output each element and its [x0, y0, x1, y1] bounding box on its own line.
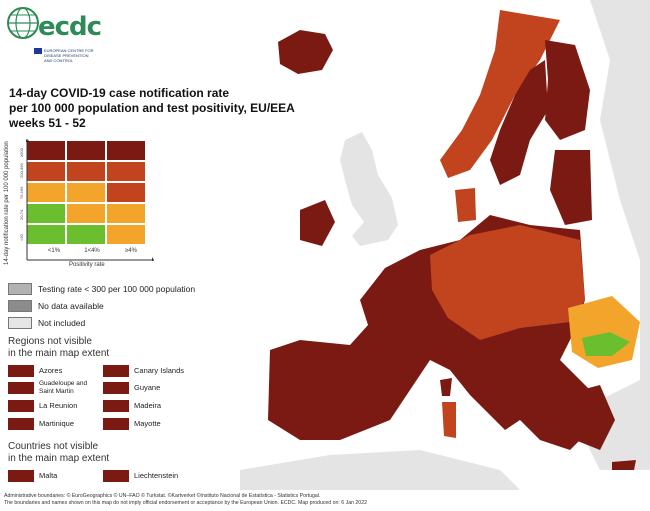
- y-band-label: 75-199: [19, 186, 24, 199]
- y-band-label: <20: [19, 234, 24, 241]
- region-baltics: [550, 150, 592, 225]
- x-tick: 1<4%: [84, 248, 100, 254]
- map-footer: Administrative boundaries: © EuroGeograp…: [4, 493, 367, 506]
- region-norway: [440, 10, 560, 178]
- matrix-cell: [27, 225, 65, 244]
- matrix-cell: [67, 162, 105, 181]
- matrix-cell: [107, 183, 145, 202]
- region-sweden: [490, 60, 548, 185]
- matrix-cell: [27, 162, 65, 181]
- region-green-area: [582, 332, 630, 356]
- y-band-label: 200-499: [19, 163, 24, 178]
- region-corsica: [440, 378, 452, 396]
- x-tick: <1%: [47, 248, 61, 254]
- globe-icon: [7, 7, 39, 39]
- matrix-cell: [27, 183, 65, 202]
- matrix-cell: [27, 141, 65, 160]
- matrix-cell: [27, 204, 65, 223]
- non-included-land: [560, 0, 650, 470]
- matrix-y-axis-label: 14-day notification rate per 100 000 pop…: [4, 141, 10, 265]
- legend-swatch: [8, 300, 32, 312]
- matrix-x-axis-label: Positivity rate: [69, 262, 105, 268]
- map-title: 14-day COVID-19 case notification rate p…: [9, 86, 295, 130]
- matrix-cell: [107, 204, 145, 223]
- region-ireland: [300, 200, 335, 246]
- legend-swatch: [8, 283, 32, 295]
- matrix-cell: [67, 141, 105, 160]
- region-sardinia: [442, 402, 456, 438]
- countries-heading: Countries not visible in the main map ex…: [8, 441, 110, 464]
- regions-heading: Regions not visible in the main map exte…: [8, 336, 110, 359]
- region-romania: [568, 296, 640, 368]
- matrix-axes: [26, 139, 154, 261]
- matrix-cell: [67, 183, 105, 202]
- region-greece: [562, 385, 615, 450]
- non-included-land-africa: [240, 450, 520, 490]
- region-iceland: [278, 30, 333, 74]
- matrix-cell: [107, 225, 145, 244]
- logo-wordmark: ecdc: [38, 12, 102, 42]
- matrix-cell: [107, 141, 145, 160]
- region-cyprus: [612, 460, 636, 470]
- ecdc-logo: ecdc EUROPEAN CENTRE FOR DISEASE PREVENT…: [6, 4, 102, 63]
- region-finland: [545, 40, 590, 140]
- uk-landmass: [340, 132, 398, 246]
- matrix-cell: [107, 162, 145, 181]
- x-tick: ≥4%: [125, 248, 137, 254]
- matrix-cell: [67, 204, 105, 223]
- region-denmark: [455, 188, 476, 222]
- legend-swatch: [8, 317, 32, 329]
- region-central-europe: [430, 225, 585, 340]
- matrix-cell: [67, 225, 105, 244]
- eu-flag-icon: [34, 48, 42, 54]
- y-band-label: ≥500: [19, 148, 24, 157]
- logo-subtitle: EUROPEAN CENTRE FOR DISEASE PREVENTION A…: [44, 48, 94, 63]
- y-band-label: 20-74: [19, 209, 24, 220]
